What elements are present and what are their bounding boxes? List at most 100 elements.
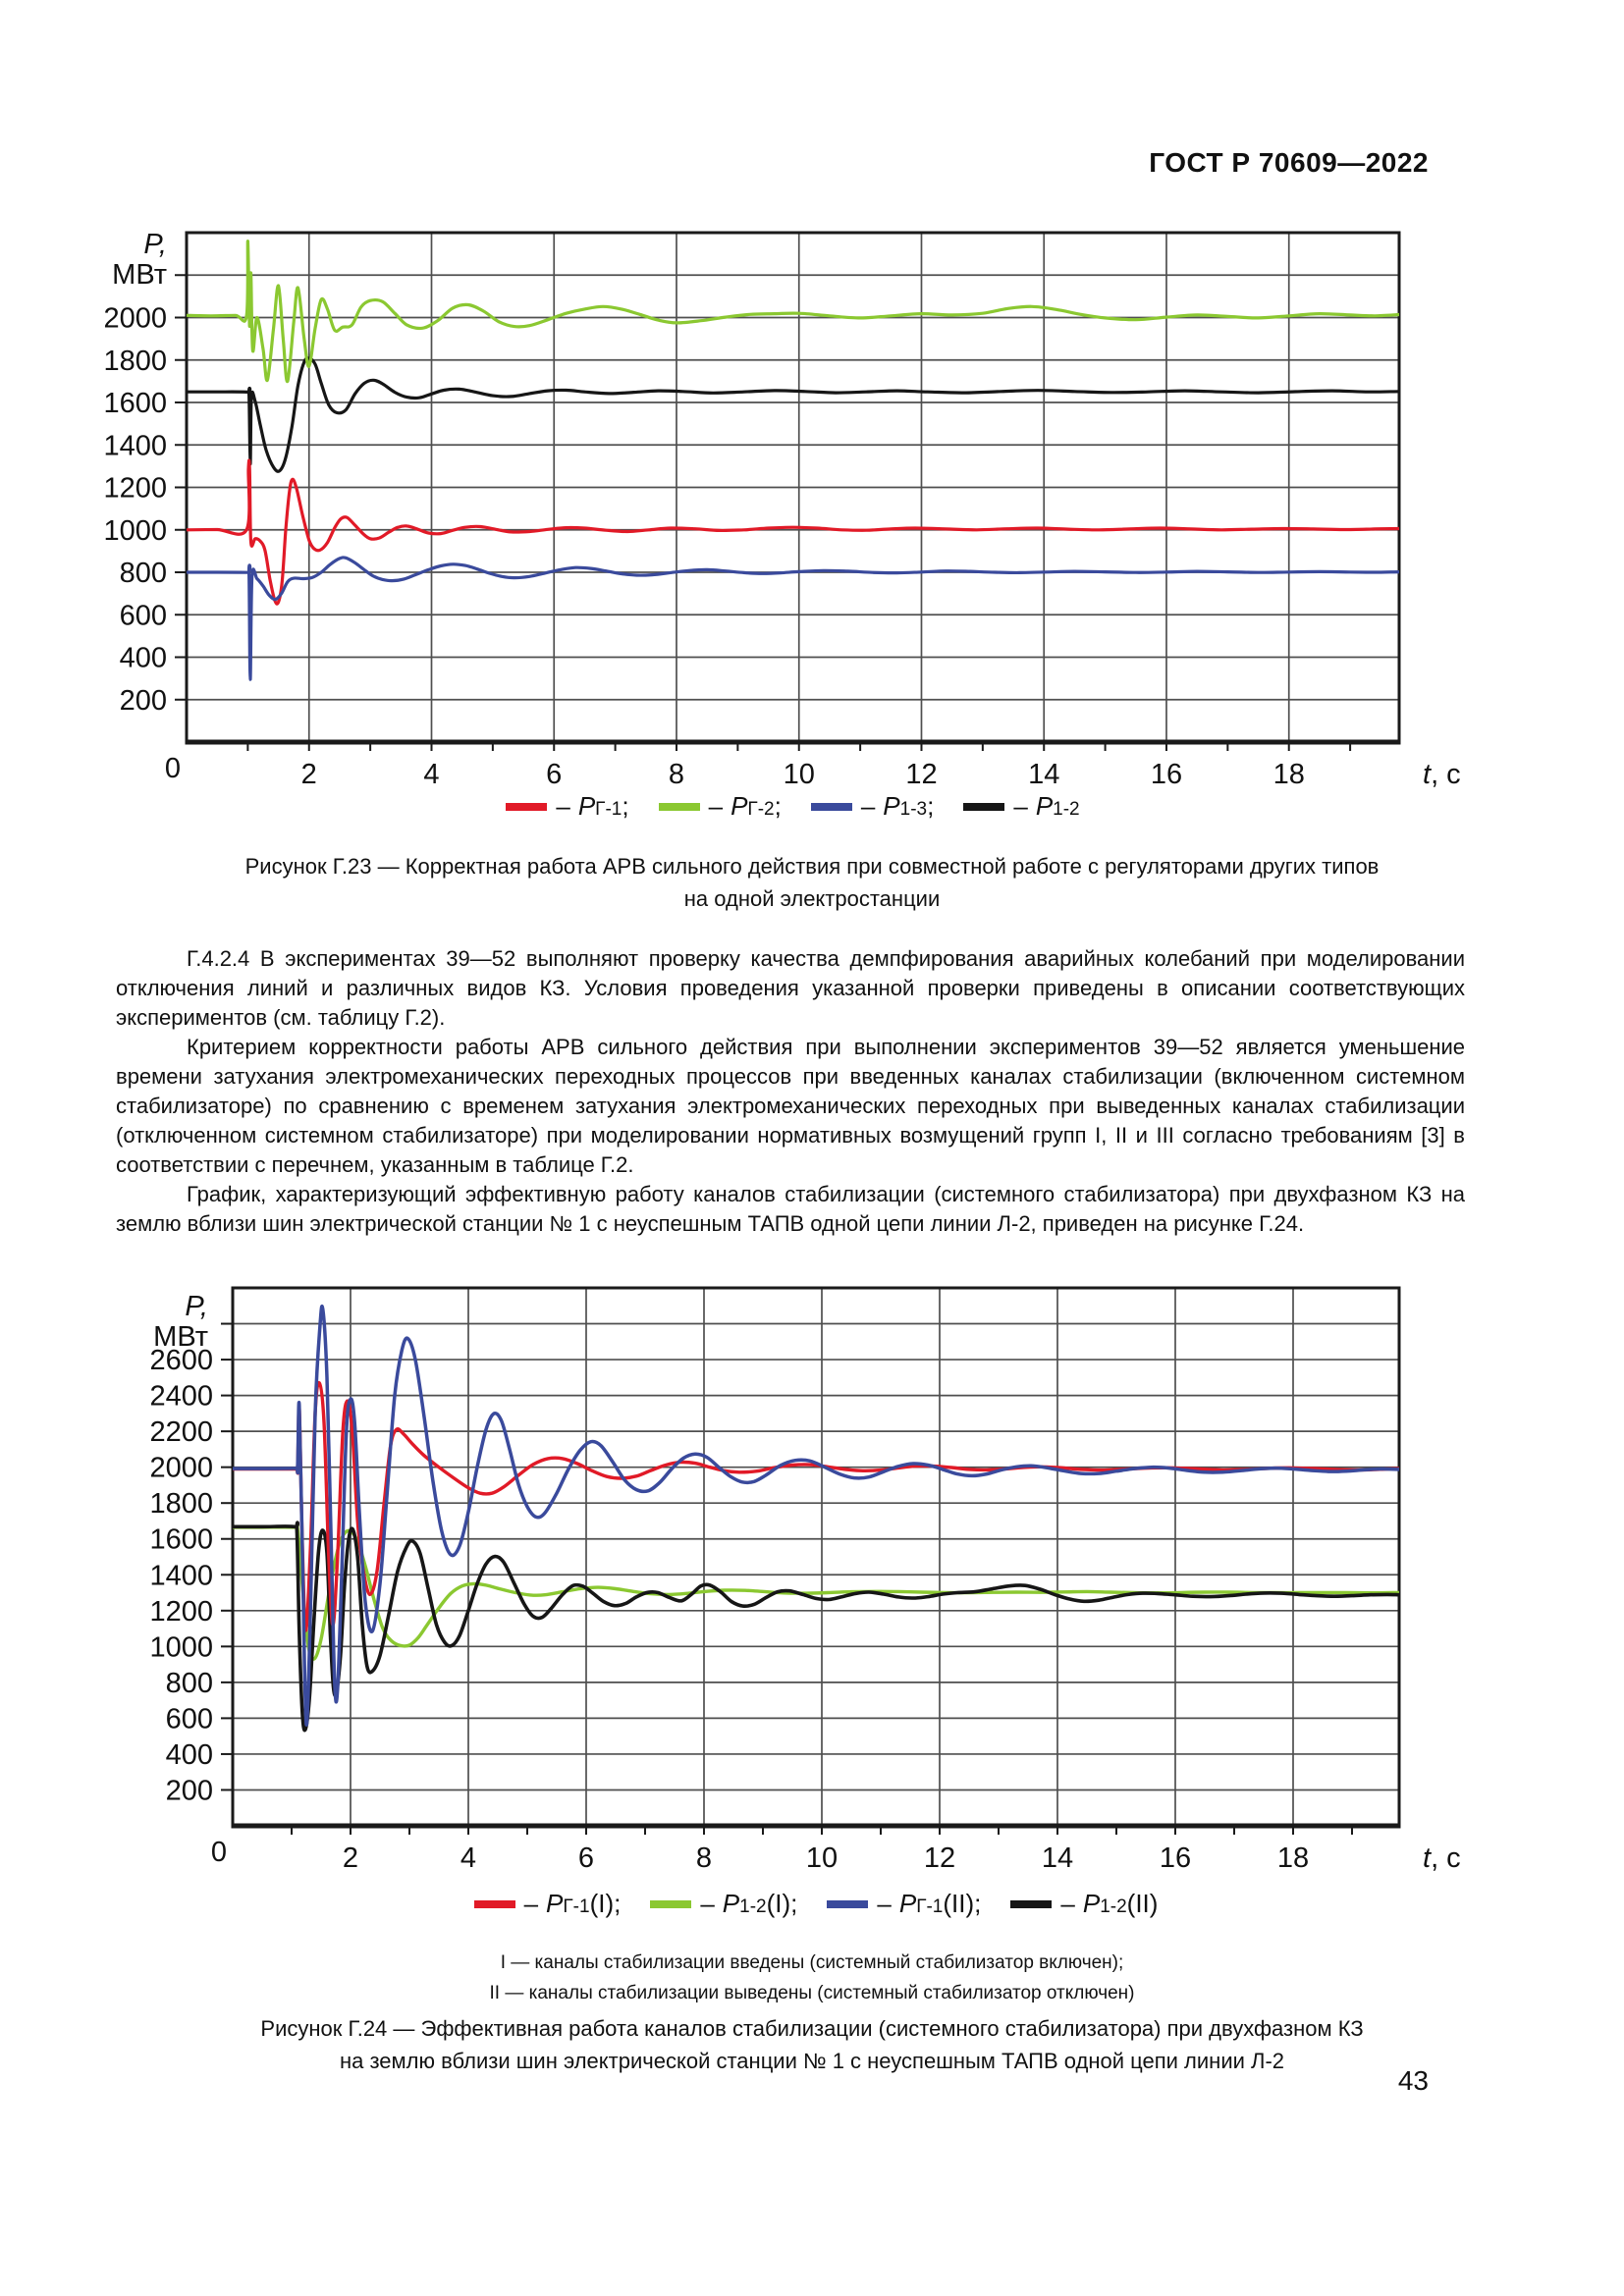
series-pg-1-II: [233, 1304, 1399, 1727]
y-axis-title-unit: МВт: [153, 1321, 208, 1353]
svg-text:600: 600: [120, 600, 167, 631]
footnote-mode-1: I — каналы стабилизации введены (системн…: [500, 1952, 1124, 1973]
tick-labels: 2 4 6 8 10 12 14 16 18 0 200 400 600 800 1000 1200 1400 1…: [103, 303, 1460, 791]
figure-g23-chart: 2 4 6 8 10 12 14 16 18 0 200 400 600 800 1000 1200 1400 1…: [103, 231, 1461, 791]
svg-text:1800: 1800: [149, 1488, 213, 1520]
legend-item: – P 1-3;: [810, 791, 934, 822]
svg-text:14: 14: [1042, 1842, 1073, 1874]
svg-text:2600: 2600: [149, 1345, 213, 1376]
footnote-mode-2: II — каналы стабилизации выведены (систе…: [489, 1983, 1135, 2003]
svg-text:14: 14: [1028, 759, 1059, 790]
svg-text:18: 18: [1273, 759, 1305, 790]
body-text: Г.4.2.4 В экспериментах 39—52 выполняют …: [116, 944, 1465, 1239]
svg-text:16: 16: [1151, 759, 1182, 790]
svg-text:6: 6: [546, 759, 562, 790]
legend-swatch: [473, 1899, 515, 1908]
svg-text:4: 4: [460, 1842, 476, 1874]
svg-text:2: 2: [343, 1842, 358, 1874]
figure-g24-caption-line1: Рисунок Г.24 — Эффективная работа канало…: [260, 2016, 1364, 2041]
svg-text:1400: 1400: [103, 430, 167, 461]
legend-swatch: [650, 1899, 692, 1908]
svg-text:2000: 2000: [149, 1453, 213, 1484]
figure-g24-caption: Рисунок Г.24 — Эффективная работа канало…: [144, 2012, 1480, 2077]
legend-swatch: [810, 802, 852, 811]
series-pg-2: [187, 240, 1399, 384]
figure-g23-caption-line2: на одной электростанции: [683, 886, 941, 911]
axis-ticks: [221, 1322, 1353, 1835]
paragraph-graph-ref: График, характеризующий эффективную рабо…: [116, 1182, 1465, 1236]
svg-text:2200: 2200: [149, 1416, 213, 1448]
svg-text:4: 4: [423, 759, 439, 790]
y-axis-title-g23: P, МВт: [59, 230, 167, 291]
figure-g24-caption-line2: на землю вблизи шин электрической станци…: [339, 2049, 1285, 2073]
gridlines: [187, 233, 1399, 742]
svg-text:400: 400: [120, 643, 167, 674]
x-axis-label: t, c: [1423, 1842, 1461, 1874]
y-axis-title-g24: P, МВт: [59, 1292, 208, 1353]
svg-text:2400: 2400: [149, 1381, 213, 1413]
legend-swatch: [827, 1899, 869, 1908]
svg-text:10: 10: [806, 1842, 838, 1874]
legend-item: – P 1-2 (II): [1010, 1889, 1158, 1919]
svg-text:0: 0: [165, 753, 181, 784]
svg-text:1000: 1000: [149, 1631, 213, 1663]
y-axis-title-symbol: P,: [185, 1291, 208, 1322]
svg-text:2: 2: [301, 759, 317, 790]
svg-text:8: 8: [696, 1842, 712, 1874]
series-p1-3: [187, 556, 1399, 681]
page-number: 43: [1397, 2065, 1429, 2096]
svg-text:1600: 1600: [149, 1524, 213, 1556]
svg-text:8: 8: [669, 759, 684, 790]
series-p1-2-II: [233, 1521, 1399, 1733]
svg-text:6: 6: [578, 1842, 594, 1874]
legend-item: – P Г-1 (II);: [827, 1889, 981, 1919]
paragraph-criterion: Критерием корректности работы АРВ сильно…: [116, 1035, 1465, 1177]
series-p1-2: [187, 356, 1399, 473]
series-pg-1: [187, 458, 1399, 606]
paragraph-g424: Г.4.2.4 В экспериментах 39—52 выполняют …: [116, 946, 1465, 1030]
svg-text:1600: 1600: [103, 388, 167, 419]
svg-text:18: 18: [1277, 1842, 1309, 1874]
legend-item: – P Г-1 (I);: [473, 1889, 621, 1919]
svg-text:200: 200: [120, 685, 167, 717]
y-axis-title-unit: МВт: [112, 259, 167, 291]
svg-text:600: 600: [166, 1703, 213, 1735]
legend-swatch: [1010, 1899, 1053, 1908]
svg-text:12: 12: [924, 1842, 955, 1874]
gridlines: [233, 1288, 1399, 1826]
svg-text:2000: 2000: [103, 303, 167, 335]
svg-text:10: 10: [784, 759, 815, 790]
legend-swatch: [658, 802, 700, 811]
svg-text:0: 0: [211, 1837, 227, 1868]
svg-text:400: 400: [166, 1739, 213, 1771]
figure-g23-caption-line1: Рисунок Г.23 — Корректная работа АРВ сил…: [244, 854, 1380, 879]
svg-text:1200: 1200: [149, 1596, 213, 1628]
figure-g23-legend: – P Г-1; – P Г-2; – P 1-3; – P 1-2: [187, 791, 1399, 822]
x-axis-label: t, c: [1423, 759, 1461, 790]
svg-text:12: 12: [905, 759, 937, 790]
legend-swatch: [963, 802, 1005, 811]
y-axis-title-symbol: P,: [143, 229, 167, 260]
svg-text:800: 800: [166, 1668, 213, 1699]
svg-text:16: 16: [1160, 1842, 1191, 1874]
legend-item: – P Г-1;: [506, 791, 629, 822]
figure-g24-legend: – P Г-1 (I); – P 1-2 (I); – P Г-1 (II); – P 1-2 (II): [233, 1889, 1399, 1919]
svg-text:200: 200: [166, 1775, 213, 1806]
document-header: ГОСТ Р 70609—2022: [1149, 147, 1429, 178]
legend-item: – P 1-2: [963, 791, 1080, 822]
svg-text:1400: 1400: [149, 1560, 213, 1591]
svg-text:1000: 1000: [103, 515, 167, 547]
legend-swatch: [506, 802, 548, 811]
svg-text:1800: 1800: [103, 346, 167, 377]
legend-item: – P Г-2;: [658, 791, 782, 822]
legend-item: – P 1-2 (I);: [650, 1889, 797, 1919]
svg-text:1200: 1200: [103, 473, 167, 505]
figure-g24-footnotes: I — каналы стабилизации введены (системн…: [144, 1948, 1480, 2008]
svg-text:800: 800: [120, 558, 167, 589]
figure-g23-caption: Рисунок Г.23 — Корректная работа АРВ сил…: [144, 850, 1480, 915]
plot-frame: [231, 1286, 1401, 1828]
axis-ticks: [175, 274, 1352, 751]
